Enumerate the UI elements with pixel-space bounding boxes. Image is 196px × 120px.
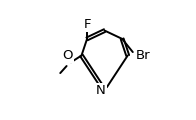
Text: O: O	[62, 49, 73, 62]
Text: N: N	[96, 84, 106, 97]
Text: F: F	[83, 18, 91, 31]
Text: Br: Br	[136, 49, 150, 62]
